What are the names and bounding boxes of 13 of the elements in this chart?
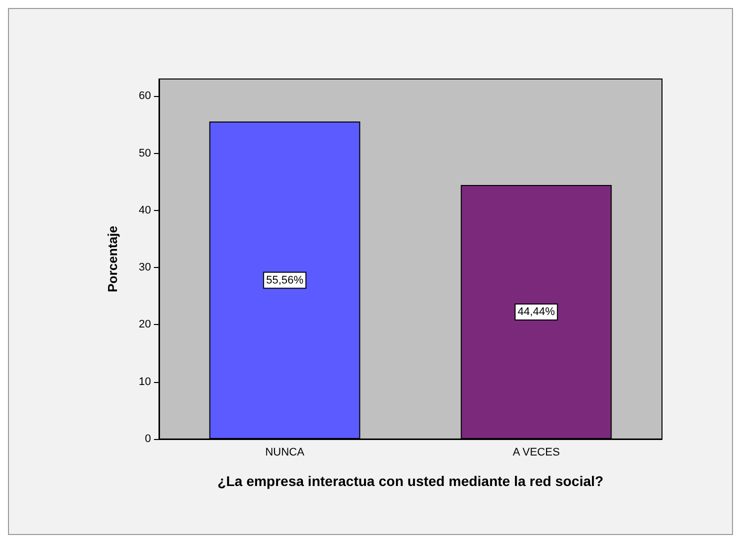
y-tick-label: 20 [138, 318, 151, 331]
x-tick-label: NUNCA [265, 446, 305, 458]
y-tick-label: 60 [138, 90, 151, 102]
x-axis-title: ¿La empresa interactua con usted mediante la red social? [218, 473, 604, 489]
data-label: 44,44% [518, 306, 556, 318]
y-tick-label: 0 [144, 433, 151, 445]
y-axis-title: Porcentaje [105, 226, 120, 292]
y-tick-label: 30 [138, 262, 151, 274]
y-tick-label: 50 [138, 147, 151, 160]
y-tick-label: 10 [138, 376, 151, 388]
y-tick-label: 40 [138, 204, 151, 216]
x-tick-label: A VECES [512, 446, 560, 458]
data-label: 55,56% [266, 274, 304, 286]
